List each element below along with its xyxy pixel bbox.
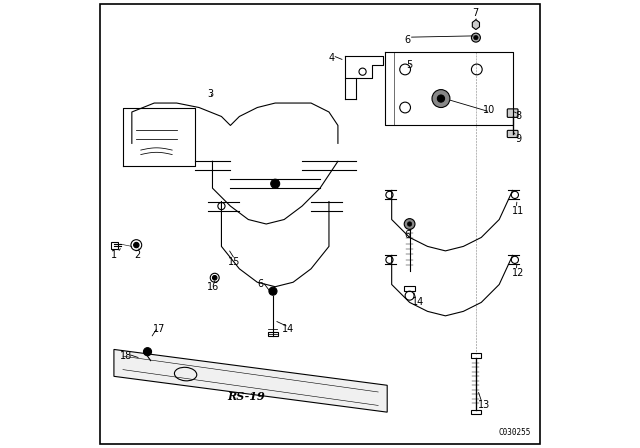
Circle shape <box>212 276 217 280</box>
Circle shape <box>474 35 478 40</box>
Text: 14: 14 <box>412 297 424 307</box>
Text: 8: 8 <box>515 111 521 121</box>
Circle shape <box>143 348 152 356</box>
Polygon shape <box>268 332 278 336</box>
Text: 9: 9 <box>515 134 521 144</box>
Text: 7: 7 <box>472 9 479 18</box>
Polygon shape <box>111 242 118 249</box>
Circle shape <box>271 179 280 188</box>
Circle shape <box>269 287 277 295</box>
Circle shape <box>437 95 445 102</box>
Text: 10: 10 <box>483 105 495 115</box>
Text: 18: 18 <box>120 351 132 361</box>
Circle shape <box>404 219 415 229</box>
Text: 3: 3 <box>207 89 213 99</box>
Text: 11: 11 <box>512 206 524 215</box>
Text: 13: 13 <box>478 401 490 410</box>
Text: 16: 16 <box>207 282 220 292</box>
Text: 4: 4 <box>328 53 334 63</box>
Polygon shape <box>470 353 481 358</box>
Text: 1: 1 <box>111 250 117 260</box>
Text: 14: 14 <box>282 324 294 334</box>
Text: C030255: C030255 <box>498 428 531 437</box>
Circle shape <box>432 90 450 108</box>
Text: 6: 6 <box>404 35 410 45</box>
Circle shape <box>134 242 139 248</box>
Circle shape <box>472 33 481 42</box>
Circle shape <box>407 222 412 226</box>
Text: RS-19: RS-19 <box>227 391 265 402</box>
Polygon shape <box>470 410 481 414</box>
Text: 5: 5 <box>406 60 413 70</box>
FancyBboxPatch shape <box>508 130 518 138</box>
FancyBboxPatch shape <box>508 109 518 117</box>
Text: 12: 12 <box>512 268 524 278</box>
Text: 6: 6 <box>404 230 410 240</box>
Polygon shape <box>472 20 479 30</box>
Polygon shape <box>114 349 387 412</box>
Text: 2: 2 <box>134 250 140 260</box>
Text: 15: 15 <box>228 257 240 267</box>
Polygon shape <box>404 286 415 291</box>
Text: 6: 6 <box>258 280 264 289</box>
Text: 17: 17 <box>152 324 165 334</box>
